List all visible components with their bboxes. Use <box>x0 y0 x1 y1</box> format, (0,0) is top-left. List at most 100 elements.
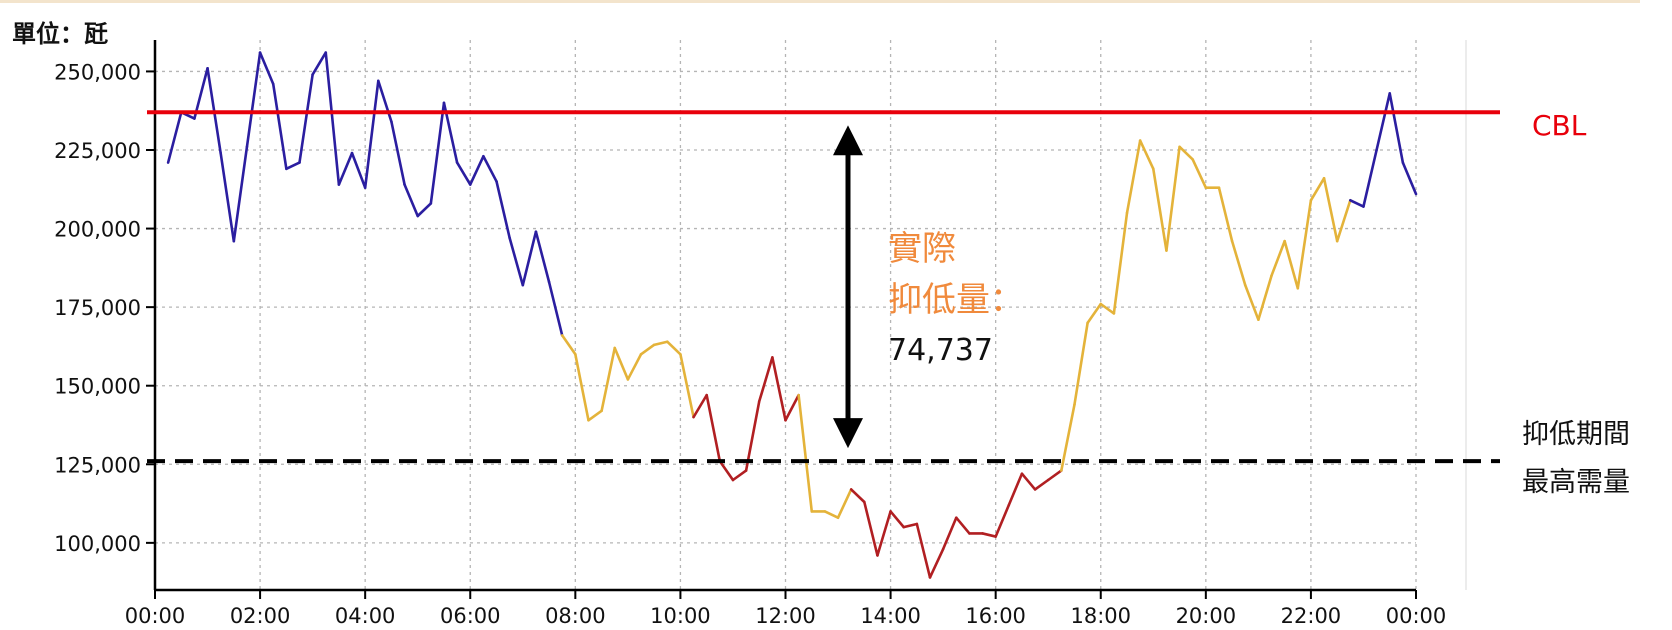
series-segment <box>1217 186 1234 243</box>
series-segment <box>1138 139 1155 171</box>
x-tick-label: 08:00 <box>545 604 606 628</box>
series-segment <box>1270 239 1286 278</box>
series-segment <box>1375 92 1392 152</box>
series-segment <box>1283 239 1300 290</box>
series-segment <box>508 236 525 287</box>
series-segment <box>1046 469 1063 482</box>
series-segment <box>757 356 774 403</box>
series-segment <box>390 120 406 186</box>
series-segment <box>600 346 617 413</box>
y-tick-label: 125,000 <box>54 453 141 477</box>
series-segment <box>1335 198 1352 243</box>
series-segment <box>482 154 498 183</box>
x-tick-label: 20:00 <box>1176 604 1237 628</box>
x-tick-label: 06:00 <box>440 604 501 628</box>
annotation-line2: 抑低量： <box>888 280 1024 320</box>
y-tick-label: 150,000 <box>54 375 141 399</box>
series-segment <box>1007 472 1024 507</box>
series-segment <box>232 145 249 243</box>
series-segment <box>876 510 892 557</box>
series-segment <box>1230 239 1247 287</box>
series-segment <box>849 488 866 504</box>
series-segment <box>245 51 262 149</box>
series-segment <box>718 459 735 482</box>
series-segment <box>705 393 722 463</box>
series-segment <box>1178 145 1194 161</box>
y-tick-label: 100,000 <box>54 532 141 556</box>
series-segment <box>377 79 393 124</box>
series-segment <box>311 51 328 76</box>
series-segment <box>692 393 708 419</box>
y-tick-label: 175,000 <box>54 296 141 320</box>
x-tick-labels: 00:00 02:00 04:00 06:00 08:00 10:00 12:00 14:00… <box>125 604 1447 628</box>
series-segment <box>941 516 958 551</box>
y-tick-label: 225,000 <box>54 139 141 163</box>
series-segment <box>416 202 433 218</box>
series-segment <box>574 352 590 422</box>
series-segment <box>193 66 209 120</box>
demand-series <box>166 51 1418 579</box>
series-segment <box>166 110 183 164</box>
series-segment <box>350 151 367 190</box>
series-segment <box>1191 158 1208 190</box>
x-tick-label: 14:00 <box>860 604 921 628</box>
series-segment <box>429 101 446 205</box>
peak-label-line1: 抑低期間 <box>1522 419 1630 450</box>
series-segment <box>1151 167 1168 252</box>
series-segment <box>626 352 643 381</box>
x-tick-label: 10:00 <box>650 604 711 628</box>
series-segment <box>928 547 945 579</box>
x-tick-label: 04:00 <box>335 604 396 628</box>
series-segment <box>1033 478 1050 491</box>
series-segment <box>836 488 853 520</box>
series-segment <box>1086 302 1103 325</box>
series-segment <box>271 82 288 171</box>
series-segment <box>665 340 682 356</box>
series-segment <box>1401 161 1418 196</box>
peak-label-line2: 最高需量 <box>1522 467 1630 498</box>
series-segment <box>784 393 800 422</box>
series-segment <box>1020 472 1037 491</box>
top-border <box>0 0 1640 3</box>
x-tick-label: 12:00 <box>755 604 816 628</box>
series-segment <box>1257 274 1273 322</box>
series-segment <box>1296 198 1313 290</box>
x-tick-label: 00:00 <box>1386 604 1447 628</box>
series-segment <box>219 151 236 243</box>
series-segment <box>1060 403 1076 472</box>
series-segment <box>1362 148 1378 208</box>
series-segment <box>324 51 341 186</box>
series-segment <box>1309 176 1326 202</box>
series-segment <box>981 532 997 538</box>
series-segment <box>731 469 748 482</box>
series-segment <box>468 154 485 186</box>
grid <box>154 40 1417 590</box>
series-segment <box>337 151 354 186</box>
series-segment <box>298 73 314 164</box>
x-tick-label: 02:00 <box>230 604 291 628</box>
series-segment <box>679 352 695 419</box>
cbl-label: CBL <box>1532 109 1587 142</box>
series-segment <box>954 516 971 535</box>
y-tick-labels: 100,000 125,000 150,000 175,000 200,000 225,0… <box>54 60 141 555</box>
series-segment <box>744 400 761 472</box>
y-tick-label: 200,000 <box>54 218 141 242</box>
series-segment <box>495 180 511 240</box>
series-segment <box>1349 198 1365 208</box>
series-segment <box>455 161 472 186</box>
series-segment <box>1243 283 1260 322</box>
x-tick-label: 00:00 <box>125 604 186 628</box>
series-segment <box>534 230 551 284</box>
series-segment <box>560 334 577 356</box>
series-segment <box>994 503 1011 538</box>
series-segment <box>863 500 879 557</box>
annotation-line1: 實際 <box>888 229 956 269</box>
series-segment <box>915 522 932 579</box>
series-segment <box>889 510 906 529</box>
x-tick-label: 22:00 <box>1281 604 1342 628</box>
series-segment <box>1099 302 1116 315</box>
series-segment <box>639 343 656 356</box>
series-segment <box>521 230 538 287</box>
series-segment <box>285 161 301 171</box>
